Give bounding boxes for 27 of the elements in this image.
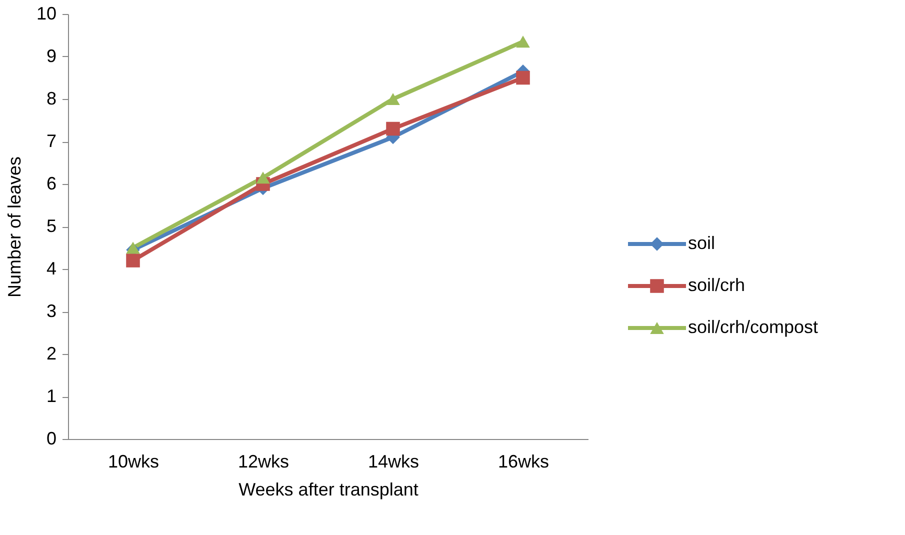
y-tick-label: 7 [46, 131, 56, 151]
y-tick-label: 3 [46, 301, 56, 321]
point [386, 122, 400, 136]
x-tick-label: 10wks [108, 452, 160, 472]
y-tick-label: 8 [46, 88, 56, 108]
y-tick-label: 9 [46, 46, 56, 66]
x-tick-label: 12wks [238, 452, 290, 472]
y-tick-label: 6 [46, 174, 56, 194]
y-tick-label: 4 [46, 258, 56, 278]
point [126, 254, 140, 268]
legend-label: soil/crh/compost [688, 317, 818, 337]
y-axis-title: Number of leaves [4, 156, 24, 298]
x-tick-label: 14wks [368, 452, 420, 472]
y-tick-label: 10 [36, 4, 56, 24]
legend-label: soil [688, 233, 716, 253]
point [386, 93, 400, 105]
x-tick-label: 16wks [498, 452, 550, 472]
y-tick-label: 1 [46, 386, 56, 406]
point [126, 242, 140, 254]
point [516, 36, 530, 48]
x-axis-title: Weeks after transplant [238, 480, 418, 500]
legend-label: soil/crh [688, 275, 746, 295]
point [256, 172, 270, 184]
y-tick-label: 5 [46, 216, 56, 236]
y-tick-label: 0 [46, 428, 56, 448]
y-tick-label: 2 [46, 344, 56, 364]
point [516, 70, 530, 85]
